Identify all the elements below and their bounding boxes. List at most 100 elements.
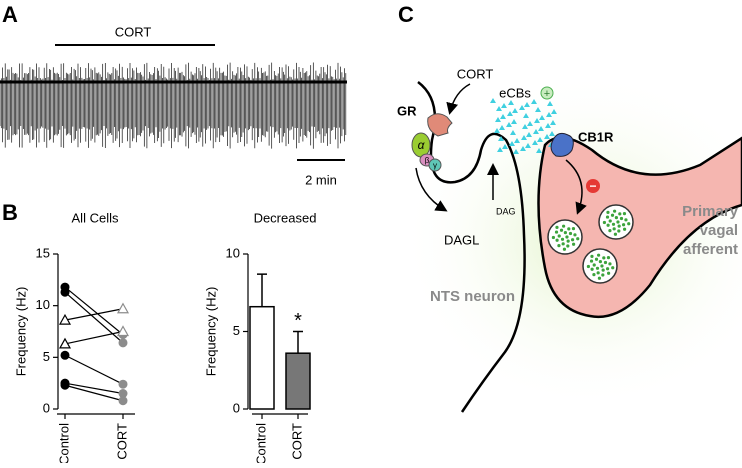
chart-title: All Cells [72, 210, 119, 225]
chart-title: Decreased [254, 210, 317, 225]
vesicle-dot [620, 217, 623, 220]
y-tick-label: 15 [36, 245, 50, 260]
panel-label: B [2, 200, 18, 225]
vesicle-dot [600, 264, 603, 267]
scale-bar-label: 2 min [305, 172, 337, 187]
vesicle-dot [576, 237, 579, 240]
vesicle-dot [617, 229, 620, 232]
vesicle-dot [614, 233, 617, 236]
vesicle-dot [613, 227, 616, 230]
trace-path [0, 62, 346, 148]
vesicle-dot [595, 258, 598, 261]
vesicle-dot [623, 212, 626, 215]
vesicle-dot [598, 277, 601, 280]
pair-line [65, 332, 123, 344]
subunit-label: γ [433, 161, 437, 170]
vesicle-dot [611, 214, 614, 217]
vesicle-dot [569, 232, 572, 235]
y-axis-label: Frequency (Hz) [13, 287, 28, 377]
y-tick-label: 0 [233, 400, 240, 415]
vesicle-dot [602, 269, 605, 272]
gr-receptor [428, 114, 452, 136]
vesicle-dot [562, 242, 565, 245]
x-tick-label: CORT [114, 423, 129, 460]
bar [286, 353, 310, 409]
vesicle-dot [609, 219, 612, 222]
vesicle-dot [607, 256, 610, 259]
vesicle-dot [602, 256, 605, 259]
vesicle-dot [587, 265, 590, 268]
vesicle-dot [618, 225, 621, 228]
marker [118, 304, 128, 313]
vesicle-dot [607, 224, 610, 227]
marker [119, 338, 128, 347]
panel-label: A [2, 2, 18, 27]
vesicle-dot [618, 212, 621, 215]
vesicle-dot [601, 273, 604, 276]
vesicle-dot [597, 271, 600, 274]
pair-line [65, 292, 123, 343]
vesicle-dot [604, 261, 607, 264]
vesicle-dot [592, 273, 595, 276]
vesicle-dot [590, 255, 593, 258]
vesicle-dot [624, 218, 627, 221]
vesicle-dot [567, 227, 570, 230]
vesicle-dot [590, 259, 593, 262]
voltage-trace [0, 62, 347, 148]
vesicle-dot [623, 228, 626, 231]
y-tick-label: 5 [43, 349, 50, 364]
vesicle-dot [556, 239, 559, 242]
vesicle-dot [612, 223, 615, 226]
vesicle-dot [597, 254, 600, 257]
plus-label: + [544, 88, 550, 100]
vesicle-dot [611, 266, 614, 269]
vesicle-dot [606, 267, 609, 270]
subunit-label: β [425, 156, 430, 165]
pair-line [65, 355, 123, 384]
ecbs-label: eCBs [499, 85, 531, 100]
vesicle-dot [567, 240, 570, 243]
vesicle-dot [608, 262, 611, 265]
marker [119, 396, 128, 405]
vesicle-dot [563, 248, 566, 251]
bar [250, 307, 274, 409]
vesicle-dot [606, 211, 609, 214]
subunit-label: α [418, 138, 426, 152]
afferent-label: Primary [682, 203, 739, 220]
vesicle-dot [571, 238, 574, 241]
vesicle-dot [558, 234, 561, 237]
vesicle-dot [557, 244, 560, 247]
vesicle-dot [572, 243, 575, 246]
vesicle-dot [591, 268, 594, 271]
vesicle-dot [613, 210, 616, 213]
drug-label: CORT [115, 24, 152, 39]
arrow [450, 84, 470, 112]
y-tick-label: 10 [36, 297, 50, 312]
vesicle-dot [615, 216, 618, 219]
y-axis-label: Frequency (Hz) [203, 287, 218, 377]
y-tick-label: 0 [43, 400, 50, 415]
marker [61, 288, 70, 297]
vesicle-dot [572, 227, 575, 230]
annotation: * [294, 310, 302, 332]
vesicle-dot [622, 223, 625, 226]
vesicle-dot [552, 236, 555, 239]
pair-line [65, 385, 123, 401]
vesicle-dot [560, 229, 563, 232]
vesicle-dot [562, 225, 565, 228]
vesicle-dot [607, 272, 610, 275]
vesicle-dot [606, 215, 609, 218]
vesicle-dot [593, 263, 596, 266]
marker [61, 351, 70, 360]
vesicle-dot [627, 222, 630, 225]
vesicle-dot [561, 238, 564, 241]
cb1r-label: CB1R [578, 129, 614, 144]
cb1r [551, 133, 573, 156]
marker [119, 380, 128, 389]
vesicle-dot [603, 221, 606, 224]
panel-label: C [398, 2, 414, 27]
neuron-label: NTS neuron [430, 288, 515, 305]
y-tick-label: 10 [226, 245, 240, 260]
y-tick-label: 5 [233, 323, 240, 338]
dagl-label: DAGL [444, 232, 479, 247]
